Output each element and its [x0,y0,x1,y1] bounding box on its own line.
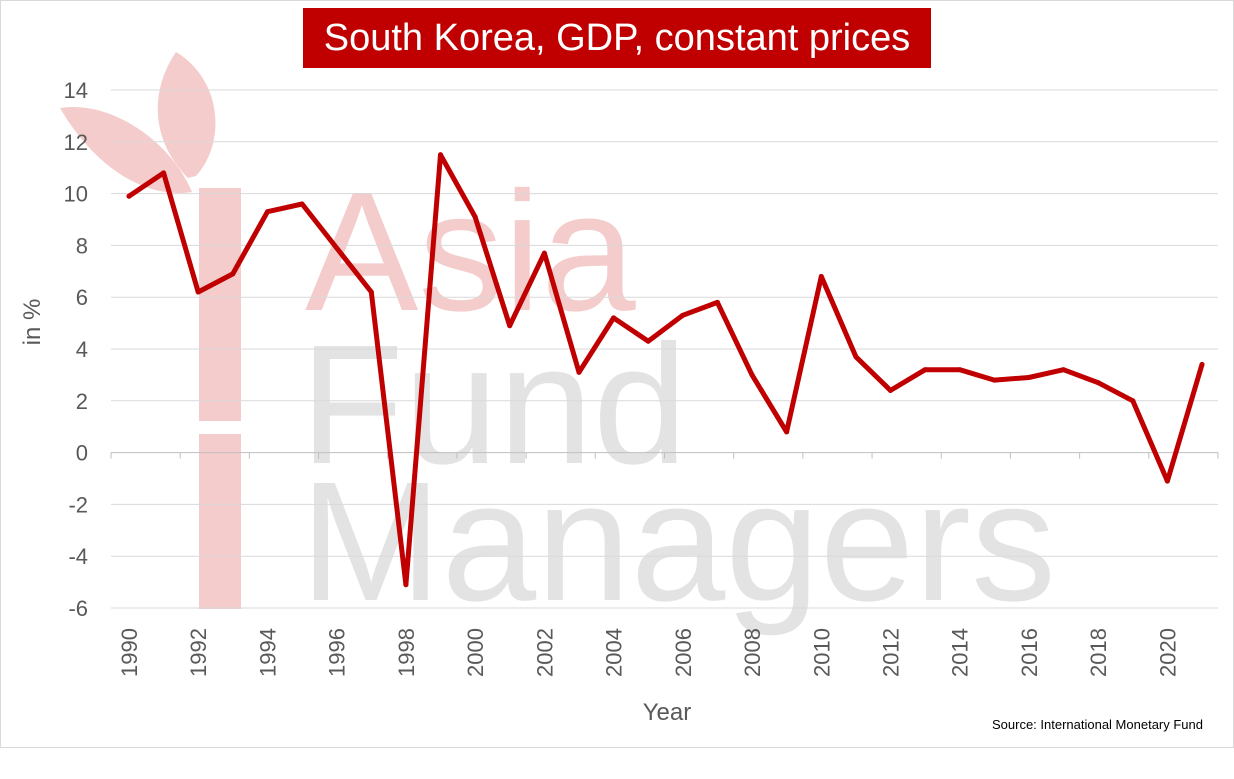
data-point-1990 [126,193,132,199]
data-point-2000 [472,214,478,220]
data-point-2001 [507,323,513,329]
watermark-text-asia: Asia [305,157,636,347]
y-tick-label: 0 [76,441,88,466]
data-point-2020 [1164,478,1170,484]
data-point-2021 [1199,362,1205,368]
data-point-1994 [264,209,270,215]
x-tick-label: 2016 [1017,628,1042,677]
x-tick-label: 2000 [463,628,488,677]
watermark-text-managers: Managers [300,447,1056,637]
data-point-2013 [922,367,928,373]
y-tick-label: -4 [68,544,88,569]
watermark-logo: Asia Fund Managers [60,52,1056,637]
x-tick-label: 2012 [878,628,903,677]
data-point-2010 [818,273,824,279]
data-point-2017 [1061,367,1067,373]
data-point-1997 [368,289,374,295]
data-point-2008 [749,372,755,378]
y-tick-label: -6 [68,596,88,621]
watermark-text-fund: Fund [300,310,687,500]
x-tick-label: 2008 [740,628,765,677]
data-point-2005 [645,338,651,344]
data-point-2015 [991,377,997,383]
x-axis [110,452,1219,459]
data-point-2006 [680,312,686,318]
data-point-1991 [161,170,167,176]
data-point-2018 [1095,380,1101,386]
source-note: Source: International Monetary Fund [991,717,1203,732]
x-tick-label: 2006 [671,628,696,677]
data-point-2019 [1130,398,1136,404]
x-tick-label: 1990 [117,628,142,677]
data-point-1992 [195,289,201,295]
x-tick-label: 2002 [532,628,557,677]
y-tick-label: 8 [76,233,88,258]
data-point-2011 [853,354,859,360]
y-tick-label: 4 [76,337,88,362]
x-tick-label: 1998 [394,628,419,677]
data-point-2009 [784,429,790,435]
data-point-2007 [714,299,720,305]
x-tick-label: 2010 [809,628,834,677]
data-points [126,152,1205,588]
x-tick-label: 2014 [948,628,973,677]
gdp-growth-line [126,152,1205,588]
data-point-1998 [403,582,409,588]
x-axis-label: Year [643,699,692,726]
data-point-2014 [957,367,963,373]
data-point-2016 [1026,374,1032,380]
y-tick-label: 10 [64,182,88,207]
x-tick-label: 2018 [1086,628,1111,677]
watermark-leaf-left [60,106,192,194]
data-point-2012 [887,387,893,393]
y-tick-label: -2 [68,492,88,517]
chart-title: South Korea, GDP, constant prices [323,16,911,59]
data-point-1996 [334,245,340,251]
data-point-1995 [299,201,305,207]
x-tick-label: 1994 [255,628,280,677]
y-axis: -6 -4 -2 0 2 4 6 8 10 12 14 [64,78,88,621]
watermark-stalk-lower [199,434,241,609]
chart-title-box: South Korea, GDP, constant prices [303,8,931,68]
x-tick-label: 1992 [186,628,211,677]
data-point-2004 [611,315,617,321]
gridlines [111,89,1218,609]
x-tick-label: 2020 [1155,628,1180,677]
x-tick-label: 2004 [602,628,627,677]
y-tick-label: 12 [64,130,88,155]
data-point-2003 [576,369,582,375]
watermark-leaf-upper [157,52,216,178]
x-tick-label: 1996 [325,628,350,677]
y-tick-label: 6 [76,285,88,310]
y-axis-label: in % [19,299,46,346]
y-tick-label: 14 [64,78,88,103]
data-point-1999 [438,152,444,158]
x-tick-labels: 1990 1992 1994 1996 1998 2000 2002 2004 2006 2008… [117,628,1180,677]
y-tick-label: 2 [76,389,88,414]
data-point-1993 [230,271,236,277]
watermark-stalk-upper [199,188,241,421]
data-point-2002 [541,250,547,256]
